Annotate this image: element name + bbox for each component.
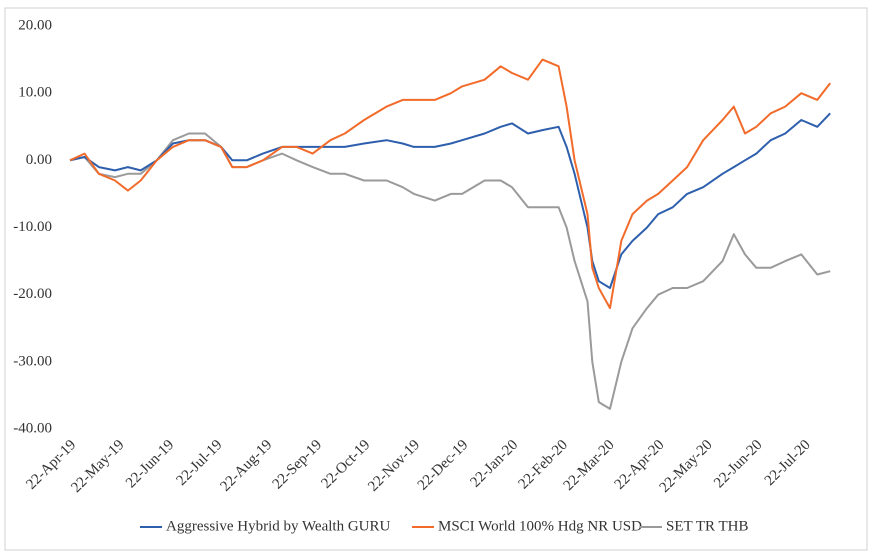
- legend-label: MSCI World 100% Hdg NR USD: [438, 518, 642, 534]
- y-tick-label: 0.00: [26, 152, 52, 168]
- y-tick-label: -40.00: [13, 420, 52, 436]
- y-tick-label: -30.00: [13, 353, 52, 369]
- y-tick-label: 20.00: [18, 17, 52, 33]
- y-tick-label: -20.00: [13, 286, 52, 302]
- y-tick-label: -10.00: [13, 219, 52, 235]
- legend-label: Aggressive Hybrid by Wealth GURU: [166, 518, 390, 534]
- y-tick-label: 10.00: [18, 85, 52, 101]
- series-line: [69, 58, 831, 310]
- legend-label: SET TR THB: [666, 518, 749, 534]
- series-line: [69, 132, 831, 410]
